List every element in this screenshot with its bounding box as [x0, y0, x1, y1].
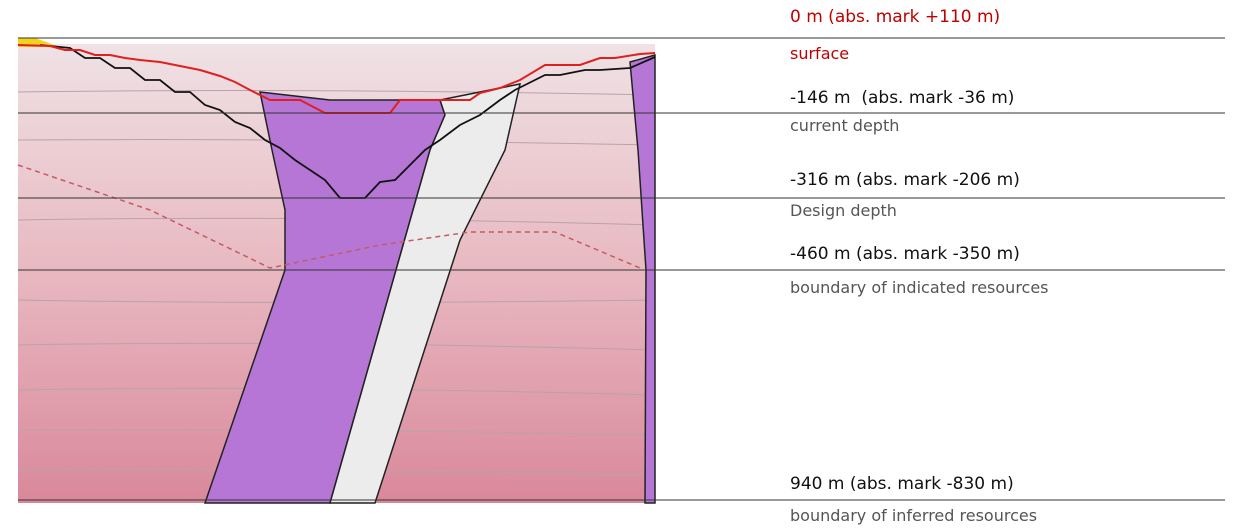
- surface-line: [17, 44, 656, 114]
- level-depth: 940 m (abs. mark -830 m): [790, 474, 1014, 494]
- level-description: boundary of inferred resources: [790, 506, 1038, 525]
- level-description: Design depth: [790, 201, 897, 220]
- level-depth: -146 m (abs. mark -36 m): [790, 88, 1015, 108]
- level-description: surface: [790, 44, 850, 63]
- ore-body-east: [629, 54, 656, 504]
- design-contour: [17, 164, 641, 269]
- level-description: boundary of indicated resources: [790, 278, 1049, 297]
- level-depth: 0 m (abs. mark +110 m): [790, 7, 1001, 27]
- pit-outline: [39, 44, 656, 199]
- level-description: current depth: [790, 116, 900, 135]
- level-lines: [18, 37, 1225, 501]
- level-depth: -316 m (abs. mark -206 m): [790, 170, 1020, 190]
- level-depth: -460 m (abs. mark -350 m): [790, 244, 1020, 264]
- dike: [329, 83, 521, 504]
